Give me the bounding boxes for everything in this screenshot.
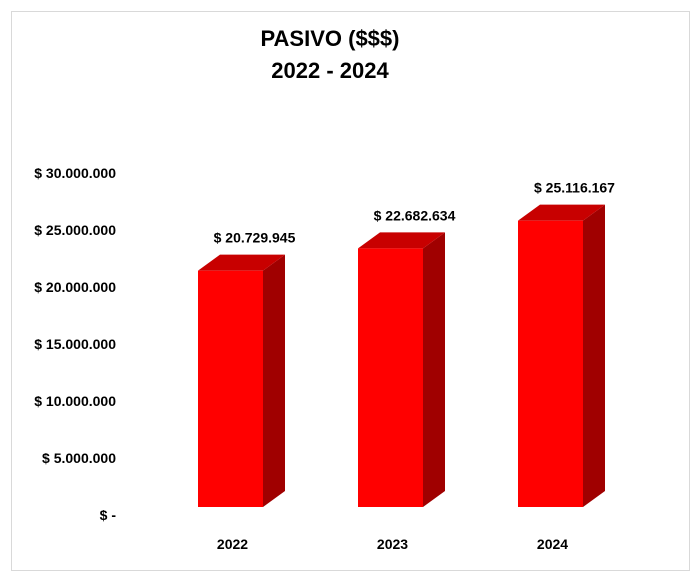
bar-2024 [518,204,605,507]
y-tick-label: $ 20.000.000 [34,279,116,295]
bar-top [198,254,285,271]
y-tick-label: $ 15.000.000 [34,336,116,352]
bar-top [358,232,445,249]
y-tick-label: $ 25.000.000 [34,222,116,238]
data-label: $ 25.116.167 [534,180,615,196]
chart-title: PASIVO ($$$) [260,26,400,51]
y-tick-label: $ 10.000.000 [34,393,116,409]
bar-side [263,254,285,507]
x-tick-label: 2024 [537,536,568,552]
bar-side [423,232,445,507]
bar-front [518,220,583,507]
bar-2022 [198,254,285,507]
x-tick-label: 2023 [377,536,408,552]
data-label: $ 22.682.634 [374,207,456,223]
bar-front [198,270,263,507]
x-tick-label: 2022 [217,536,248,552]
chart-subtitle: 2022 - 2024 [271,58,389,83]
bar-2023 [358,232,445,507]
bar-front [358,248,423,507]
bar-chart: $ - $ 5.000.000 $ 10.000.000 $ 15.000.000 $ … [34,165,615,552]
y-tick-label: $ - [100,507,117,523]
bar-top [518,204,605,221]
bar-side [583,204,605,507]
y-tick-label: $ 30.000.000 [34,165,116,181]
y-tick-label: $ 5.000.000 [42,450,116,466]
data-label: $ 20.729.945 [214,230,296,246]
